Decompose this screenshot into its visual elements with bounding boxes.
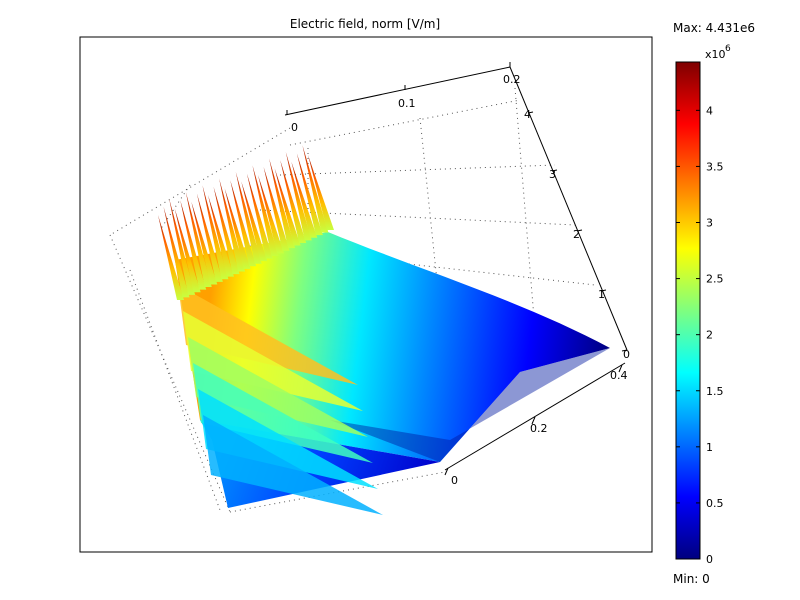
field-spike	[241, 181, 268, 262]
z-axis-ticks: 4 3 2 1 0	[524, 108, 630, 361]
y-tick-label: 0.2	[530, 422, 548, 435]
field-wedge	[183, 311, 363, 411]
colorbar-gradient	[675, 61, 701, 560]
colorbar-tick-label: 2	[706, 329, 713, 342]
colorbar-tick-label: 1	[706, 441, 713, 454]
field-wedges	[178, 285, 383, 515]
field-spike	[269, 158, 296, 249]
field-spike	[196, 193, 223, 282]
plot-frame	[79, 36, 653, 553]
field-spike	[246, 173, 273, 259]
field-spike	[224, 188, 251, 269]
field-spike	[158, 215, 184, 300]
colorbar-tick-label: 3	[706, 217, 713, 230]
field-spike	[235, 171, 262, 264]
surface-plot	[158, 145, 610, 515]
field-wedge	[198, 389, 378, 489]
colorbar: Max: 4.431e6 x10 6 0 0.5 1 1.5 2 2.5 3 3.5 4 Min…	[673, 21, 755, 586]
y-tick-label: 0.4	[610, 369, 628, 382]
field-spike	[230, 180, 257, 267]
x-axis-ticks: 0 0.1 0.2	[291, 73, 521, 134]
field-spike	[185, 191, 212, 288]
colorbar-exponent: 6	[725, 44, 731, 54]
field-spike	[274, 168, 301, 246]
colorbar-tick-label: 0.5	[706, 497, 724, 510]
y-axis-ticks: 0.4 0.2 0	[451, 369, 628, 487]
z-tick-label: 2	[573, 228, 580, 241]
field-wedge	[178, 285, 358, 385]
field-spike	[202, 185, 229, 280]
plot-title: Electric field, norm [V/m]	[290, 17, 440, 31]
surface-shadow	[330, 348, 610, 462]
field-spike	[280, 160, 307, 243]
field-spike	[302, 145, 329, 233]
colorbar-tick-label: 0	[706, 553, 713, 566]
colorbar-ticks: 0 0.5 1 1.5 2 2.5 3 3.5 4	[676, 104, 724, 566]
field-spike	[219, 178, 246, 272]
field-wedge	[203, 415, 383, 515]
field-spikes	[158, 145, 334, 300]
field-spike	[169, 198, 196, 295]
field-spike	[213, 186, 240, 275]
field-spike	[285, 151, 312, 241]
colorbar-tick-label: 1.5	[706, 385, 724, 398]
x-tick-label: 0.1	[398, 97, 416, 110]
field-spike	[191, 201, 218, 285]
field-wedge	[188, 337, 368, 437]
field-spike	[263, 166, 290, 251]
z-tick-label: 3	[549, 168, 556, 181]
x-tick-label: 0	[291, 121, 298, 134]
field-wedge	[193, 363, 373, 463]
field-spike	[308, 155, 334, 230]
z-tick-label: 4	[524, 108, 531, 121]
field-spike	[174, 208, 201, 293]
axis-lines	[284, 62, 628, 476]
field-spike	[208, 195, 234, 277]
field-spike	[163, 206, 190, 298]
field-spike	[258, 175, 284, 254]
field-spike	[180, 200, 207, 290]
y-tick-label: 0	[451, 474, 458, 487]
field-spike	[291, 161, 318, 238]
field-spike	[296, 153, 323, 236]
colorbar-min-label: Min: 0	[673, 572, 710, 586]
colorbar-tick-label: 4	[706, 104, 713, 117]
z-tick-label: 1	[598, 288, 605, 301]
colorbar-exponent-base: x10	[705, 48, 726, 61]
colorbar-tick-label: 2.5	[706, 273, 724, 286]
x-tick-label: 0.2	[503, 73, 521, 86]
z-tick-label: 0	[623, 348, 630, 361]
colorbar-tick-label: 3.5	[706, 160, 724, 173]
colorbar-max-label: Max: 4.431e6	[673, 21, 755, 35]
